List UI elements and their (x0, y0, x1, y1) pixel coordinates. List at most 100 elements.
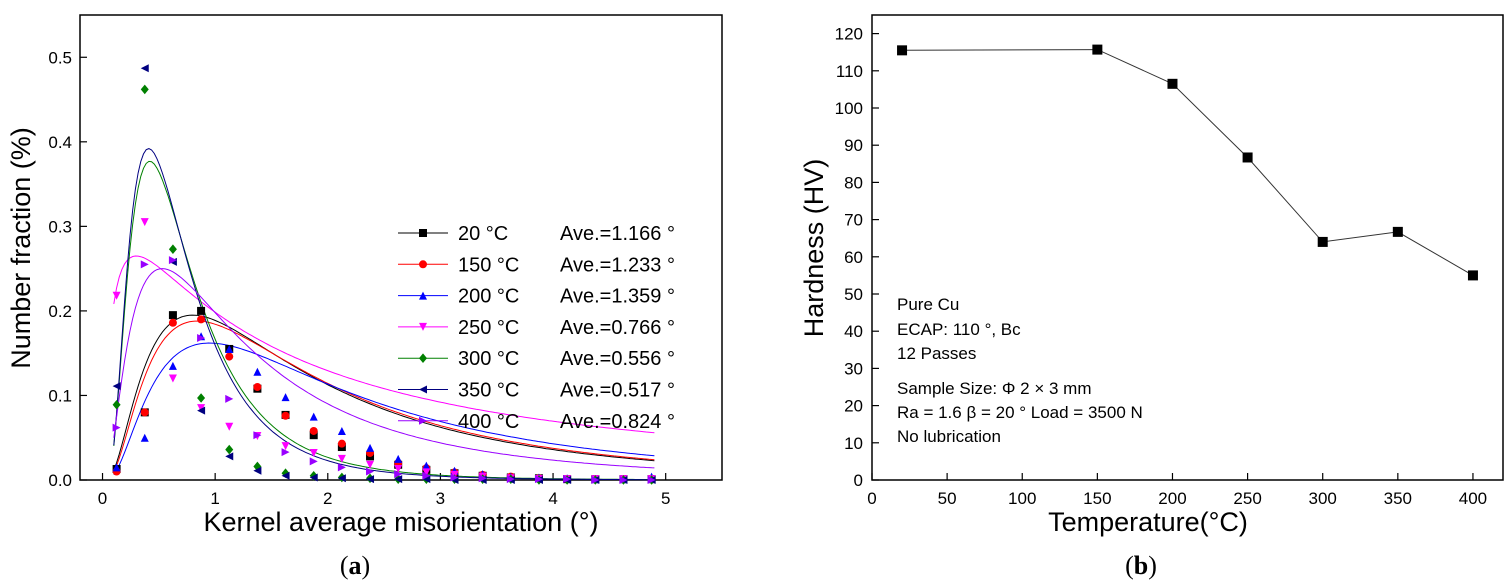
x-tick-label: 5 (661, 489, 670, 508)
fit-curve (113, 268, 655, 469)
data-point (563, 475, 572, 484)
data-point (168, 311, 177, 320)
annotation-line: Pure Cu (897, 295, 959, 314)
legend-average: Ave.=0.824 ° (560, 411, 675, 433)
y-tick-label: 60 (844, 248, 863, 267)
data-point (253, 383, 262, 391)
y-tick-label: 10 (844, 434, 863, 453)
data-point (506, 475, 515, 484)
legend-series-name: 150 °C (458, 254, 519, 276)
data-point (168, 361, 177, 370)
data-point (140, 84, 149, 95)
legend-average: Ave.=1.359 ° (560, 286, 675, 308)
data-point (281, 471, 290, 480)
data-point (366, 467, 375, 476)
y-tick-label: 40 (844, 322, 863, 341)
panel-a-chart: 0 1 2 3 4 5 0.0 0.1 0.2 0.3 0.4 0.5 20 °C Ave.=1.16… (6, 14, 723, 537)
data-point (281, 411, 290, 420)
data-point (309, 457, 318, 466)
x-tick-label: 4 (548, 489, 557, 508)
legend-series-name: 350 °C (458, 380, 519, 402)
legend-marker (419, 229, 427, 237)
legend-marker (419, 260, 427, 269)
data-point (225, 444, 234, 455)
data-point (168, 256, 177, 265)
data-point (1092, 44, 1103, 55)
data-point (394, 454, 403, 463)
data-point (394, 465, 403, 474)
panel-b-y-axis: 0 10 20 30 40 50 60 70 80 90 100 110 120 (835, 25, 879, 490)
data-point (253, 466, 262, 475)
y-tick-label: 0.3 (48, 217, 72, 236)
data-point (309, 431, 318, 440)
data-point (168, 374, 177, 383)
x-tick-label: 3 (436, 489, 445, 508)
y-tick-label: 0.0 (48, 471, 72, 490)
caption-a: (a) (340, 551, 370, 580)
annotation-line: ECAP: 110 °, Bc (897, 320, 1021, 339)
legend-series-name: 400 °C (458, 411, 519, 433)
data-point (197, 393, 206, 403)
legend-marker (419, 385, 427, 394)
data-point (140, 408, 149, 417)
panel-b-series-line (901, 49, 1474, 276)
legend-marker (419, 322, 427, 331)
caption-b: (b) (1125, 551, 1157, 580)
panel-b-y-axis-title: Hardness (HV) (799, 159, 829, 338)
data-point (112, 463, 121, 472)
legend-average: Ave.=0.517 ° (560, 380, 675, 402)
legend-series-name: 300 °C (458, 348, 519, 370)
data-point (281, 393, 290, 402)
legend-average: Ave.=0.766 ° (560, 317, 675, 339)
legend-average: Ave.=0.556 ° (560, 348, 675, 370)
y-tick-label: 0.5 (48, 48, 72, 67)
y-tick-label: 50 (844, 285, 863, 304)
data-point (309, 426, 318, 435)
data-point (337, 454, 346, 463)
x-tick-label: 300 (1309, 489, 1337, 508)
x-tick-label: 2 (323, 489, 332, 508)
data-point (112, 291, 121, 300)
y-tick-label: 90 (844, 136, 863, 155)
panel-a-y-axis: 0.0 0.1 0.2 0.3 0.4 0.5 (48, 48, 87, 490)
data-point (225, 394, 234, 403)
data-point (112, 423, 121, 432)
data-point (450, 473, 459, 482)
legend-series-name: 200 °C (458, 286, 519, 308)
x-tick-label: 250 (1233, 489, 1261, 508)
x-tick-label: 400 (1459, 489, 1487, 508)
data-point (168, 318, 177, 327)
data-point (225, 352, 234, 361)
legend-series-name: 20 °C (458, 223, 508, 245)
panel-b-plot-frame (871, 14, 1504, 481)
panel-b-annotation-block: Pure Cu ECAP: 110 °, Bc 12 Passes Sample Si… (897, 295, 1143, 446)
data-point (140, 218, 149, 227)
data-point (1242, 152, 1253, 163)
data-point (281, 468, 290, 479)
data-point (253, 461, 262, 472)
data-point (422, 475, 431, 484)
legend-marker (419, 291, 427, 300)
data-point (366, 475, 375, 484)
x-tick-label: 1 (210, 489, 219, 508)
y-tick-label: 120 (835, 25, 863, 44)
data-point (337, 463, 346, 472)
panel-a-legend: 20 °C Ave.=1.166 ° 150 °C Ave.=1.233 ° 200 °… (398, 223, 675, 433)
data-point (366, 443, 375, 452)
y-tick-label: 80 (844, 173, 863, 192)
panel-b-x-axis: 0 50 100 150 200 250 300 350 400 (867, 473, 1487, 508)
data-point (225, 344, 234, 353)
y-tick-label: 30 (844, 359, 863, 378)
data-point (337, 426, 346, 435)
panel-a-x-axis: 0 1 2 3 4 5 (98, 473, 670, 508)
x-tick-label: 0 (98, 489, 107, 508)
legend-marker (419, 416, 427, 425)
annotation-line: 12 Passes (897, 344, 976, 363)
data-point (168, 244, 177, 254)
data-point (140, 260, 149, 269)
fit-curve (113, 255, 655, 434)
data-point (1317, 236, 1328, 247)
legend-average: Ave.=1.233 ° (560, 254, 675, 276)
data-point (1167, 78, 1178, 89)
annotation-line: No lubrication (897, 427, 1001, 446)
